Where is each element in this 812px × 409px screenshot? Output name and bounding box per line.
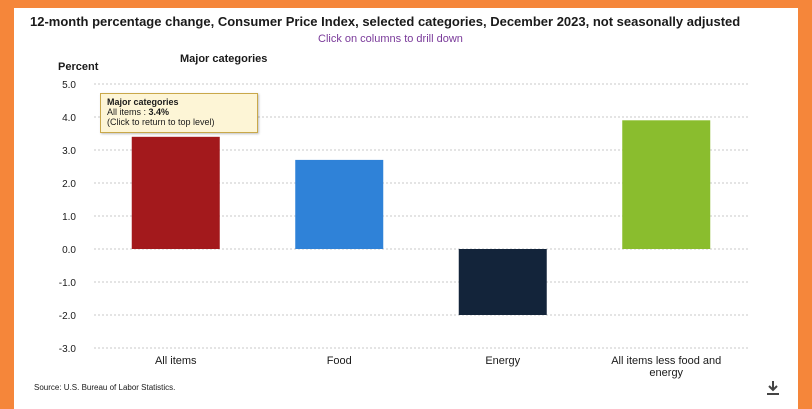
bar[interactable] (131, 136, 220, 249)
tooltip-value: 3.4% (148, 107, 170, 117)
x-tick-label: All items less food and (611, 355, 721, 367)
y-tick-label: 5.0 (62, 80, 76, 91)
y-tick-label: -1.0 (59, 278, 77, 289)
y-axis-label: Percent (58, 61, 99, 73)
bar[interactable] (458, 249, 547, 315)
y-tick-label: -3.0 (59, 344, 77, 355)
chart-title: 12-month percentage change, Consumer Pri… (30, 14, 741, 29)
x-tick-label: Food (327, 355, 352, 367)
bar[interactable] (295, 159, 384, 249)
chart-tooltip[interactable]: Major categories All items : 3.4% (Click… (100, 93, 258, 133)
x-tick-label: All items (155, 355, 197, 367)
x-tick-label: energy (649, 367, 683, 379)
y-tick-label: -2.0 (59, 311, 77, 322)
source-note: Source: U.S. Bureau of Labor Statistics. (34, 383, 176, 392)
bar[interactable] (622, 120, 711, 249)
y-tick-label: 0.0 (62, 245, 76, 256)
drill-down-hint: Click on columns to drill down (318, 33, 463, 45)
y-tick-label: 3.0 (62, 146, 76, 157)
tooltip-title: Major categories (107, 97, 179, 107)
tooltip-label: All items : (107, 107, 149, 117)
download-icon (767, 381, 779, 395)
y-tick-label: 2.0 (62, 179, 76, 190)
x-tick-label: Energy (485, 355, 520, 367)
download-button[interactable] (764, 379, 782, 397)
y-tick-label: 4.0 (62, 113, 76, 124)
y-tick-label: 1.0 (62, 212, 76, 223)
chart-subtitle: Major categories (180, 53, 268, 65)
tooltip-hint: (Click to return to top level) (107, 117, 215, 127)
